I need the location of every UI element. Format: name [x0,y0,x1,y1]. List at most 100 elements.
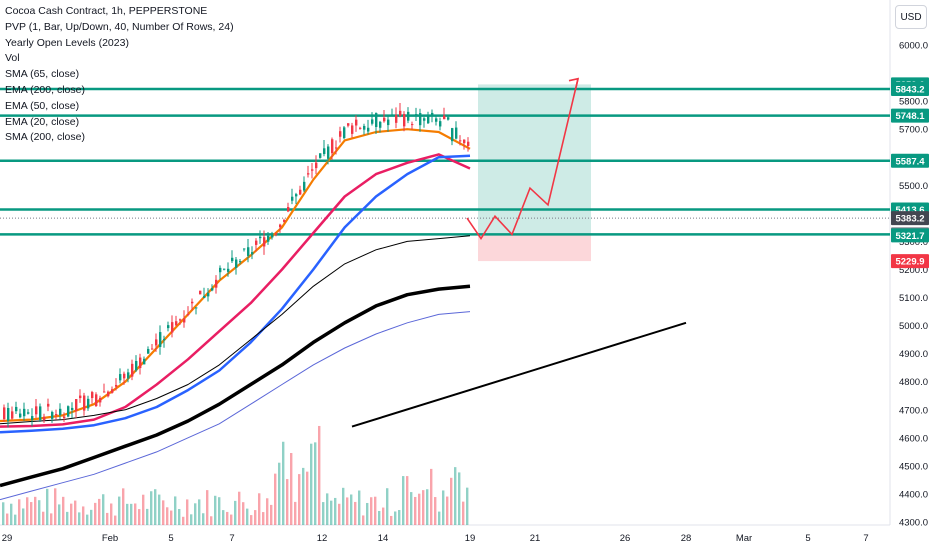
indicator-ema-200[interactable]: EMA (200, close) [5,83,85,96]
chart-legend: Cocoa Cash Contract, 1h, PEPPERSTONE PVP… [5,4,234,146]
volume-bar [358,490,361,525]
candle-body [23,408,26,417]
volume-bar [394,511,397,525]
candle-body [263,237,266,247]
candle-body [3,407,6,420]
candle-body [67,406,70,417]
candle-body [239,261,242,263]
candle-body [287,207,290,212]
volume-bar [146,508,149,525]
projection-path [466,78,579,241]
indicator-ema-50[interactable]: EMA (50, close) [5,99,80,112]
volume-bar [402,476,405,525]
candle-body [379,121,382,128]
candle-body [131,363,134,377]
volume-bar [378,510,381,525]
candle-body [75,399,78,411]
indicator-yearly-open[interactable]: Yearly Open Levels (2023) [5,36,129,49]
volume-bar [154,489,157,525]
candle-body [443,115,446,120]
ma-line [0,235,471,425]
volume-bar [246,508,249,525]
candle-body [79,395,82,399]
volume-bar [430,468,433,525]
indicator-sma-200[interactable]: SMA (200, close) [5,131,85,144]
candle-body [211,288,214,291]
volume-bar [362,515,365,525]
indicator-vol[interactable]: Vol [5,52,20,65]
volume-bar [218,497,221,525]
volume-bar [222,510,225,525]
currency-button[interactable]: USD [895,5,927,29]
volume-bar [30,502,33,525]
candle-body [435,118,438,122]
candle-body [427,116,430,124]
indicator-ema-20[interactable]: EMA (20, close) [5,115,80,128]
volume-bar [138,509,141,525]
price-label-bg [891,254,929,269]
y-tick-label: 4700.0 [899,405,928,416]
price-label-bg [891,211,929,226]
price-label-bg [891,108,929,123]
volume-bar [326,493,329,525]
volume-bar [398,510,401,525]
candle-body [235,259,238,268]
x-tick-label: 7 [863,533,868,544]
volume-bar [230,514,233,525]
volume-bar [182,516,185,525]
candle-body [19,413,22,418]
candle-body [111,389,114,393]
candle-body [407,111,410,121]
candle-body [399,110,402,116]
candle-body [439,121,442,127]
candle-body [83,395,86,411]
volume-bar [442,490,445,525]
price-label-bg [891,153,929,168]
volume-bar [122,488,125,525]
volume-bar [166,507,169,525]
candle-body [155,339,158,346]
indicator-pvp[interactable]: PVP (1, Bar, Up/Down, 40, Number Of Rows… [5,20,234,33]
volume-bar [14,514,17,525]
candle-body [451,128,454,142]
x-tick-label: 5 [168,533,173,544]
volume-bar [258,493,261,525]
volume-bar [110,503,113,525]
candle-body [147,349,150,354]
candle-body [151,348,154,350]
volume-bar [114,515,117,525]
volume-bar [130,503,133,525]
candle-body [71,407,74,411]
volume-bar [226,511,229,525]
volume-bar [54,488,57,525]
candle-body [95,394,98,407]
volume-bar [106,512,109,525]
volume-bar [66,511,69,525]
candle-body [295,194,298,197]
volume-bar [82,506,85,525]
candle-body [219,267,222,273]
volume-bar [50,513,53,525]
x-tick-label: 5 [805,533,810,544]
x-tick-label: Feb [102,533,118,544]
candle-body [135,360,138,371]
price-label: 5748.1 [895,111,925,122]
candle-body [47,403,50,407]
y-tick-label: 5200.0 [899,265,928,276]
candle-body [323,148,326,155]
volume-bar [134,503,137,525]
ma-line [0,128,471,423]
candle-body [371,119,374,124]
candle-body [467,141,470,146]
volume-bar [366,502,369,525]
candle-body [327,146,330,159]
indicator-sma-65[interactable]: SMA (65, close) [5,68,80,81]
volume-bar [162,500,165,525]
volume-bar [34,496,37,525]
volume-bar [26,497,29,525]
volume-bar [294,501,297,525]
candle-body [387,119,390,126]
volume-bar [186,499,189,525]
volume-bar [310,443,313,525]
